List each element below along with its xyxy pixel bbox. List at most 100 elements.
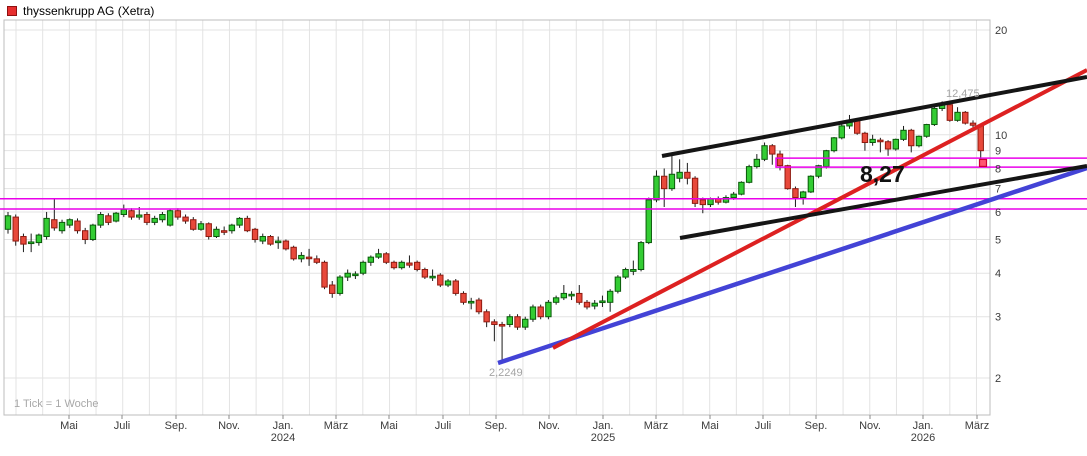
candle bbox=[715, 196, 722, 205]
candle bbox=[915, 135, 923, 148]
x-tick-label: Juli bbox=[755, 420, 772, 432]
candle bbox=[275, 236, 282, 249]
candle bbox=[552, 295, 560, 305]
y-tick-label: 20 bbox=[995, 25, 1007, 37]
candle bbox=[869, 134, 876, 146]
series-color-swatch-icon bbox=[7, 6, 17, 16]
candle bbox=[969, 120, 977, 128]
chart-legend: thyssenkrupp AG (Xetra) bbox=[7, 4, 154, 18]
candle bbox=[406, 255, 413, 268]
x-tick-label: Juli bbox=[114, 420, 131, 432]
candle bbox=[120, 204, 127, 218]
candle bbox=[352, 271, 359, 280]
candle bbox=[197, 221, 205, 231]
candle bbox=[267, 235, 274, 246]
x-tick-label: Nov. bbox=[218, 420, 240, 432]
candle bbox=[900, 125, 907, 141]
x-tick-year: 2026 bbox=[911, 432, 935, 444]
x-tick-label: Mai bbox=[60, 420, 78, 432]
candle bbox=[668, 154, 676, 191]
candle bbox=[545, 300, 552, 320]
candle bbox=[390, 260, 398, 270]
candle bbox=[614, 275, 622, 294]
candle bbox=[51, 198, 58, 231]
candle bbox=[460, 291, 467, 305]
candle bbox=[66, 218, 73, 228]
candle bbox=[630, 260, 637, 276]
trend-line-blue bbox=[497, 165, 1087, 366]
plot-border bbox=[3, 19, 991, 416]
candle bbox=[468, 297, 475, 310]
candle bbox=[413, 260, 421, 272]
grid bbox=[4, 20, 990, 415]
x-tick-label: Mai bbox=[701, 420, 719, 432]
candle bbox=[769, 144, 776, 165]
candle bbox=[753, 154, 761, 169]
candle bbox=[522, 316, 529, 330]
last-price-label: 8,27 bbox=[860, 161, 905, 187]
candle bbox=[282, 239, 290, 251]
candle bbox=[336, 275, 344, 296]
candle bbox=[977, 124, 984, 163]
channel-line-upper bbox=[661, 75, 1087, 158]
candle bbox=[622, 267, 629, 280]
candle bbox=[931, 107, 938, 126]
candle bbox=[190, 217, 197, 231]
candle bbox=[954, 107, 961, 122]
candle bbox=[761, 142, 768, 162]
chart-title: thyssenkrupp AG (Xetra) bbox=[23, 4, 155, 18]
candle bbox=[12, 214, 19, 246]
candle bbox=[838, 121, 845, 140]
candle bbox=[305, 248, 313, 266]
candle bbox=[375, 248, 382, 259]
candle bbox=[128, 208, 135, 220]
candle bbox=[298, 252, 305, 263]
candle bbox=[946, 103, 954, 122]
candle bbox=[151, 215, 158, 226]
candle bbox=[498, 321, 506, 362]
candle bbox=[290, 245, 297, 261]
trend-line-red bbox=[552, 68, 1087, 350]
candle bbox=[491, 319, 498, 342]
candle bbox=[877, 137, 884, 153]
x-tick-label: März bbox=[324, 420, 348, 432]
candle bbox=[799, 190, 807, 205]
candle bbox=[529, 304, 537, 322]
x-tick-label: Sep. bbox=[805, 420, 828, 432]
candle bbox=[159, 211, 166, 223]
candle bbox=[429, 269, 436, 281]
x-tick-label: Nov. bbox=[538, 420, 560, 432]
candle bbox=[591, 300, 598, 310]
y-tick-label: 10 bbox=[995, 130, 1007, 142]
candle bbox=[82, 227, 89, 245]
x-tick-label: März bbox=[644, 420, 668, 432]
candle bbox=[506, 314, 514, 328]
candle bbox=[514, 314, 521, 330]
support-resistance-levels bbox=[0, 197, 1087, 210]
candle bbox=[892, 138, 899, 151]
candle bbox=[58, 219, 66, 234]
x-tick-label: März bbox=[965, 420, 989, 432]
candle bbox=[251, 227, 259, 243]
candle bbox=[684, 162, 691, 185]
x-tick-year: 2024 bbox=[271, 432, 295, 444]
candle bbox=[228, 223, 236, 234]
candle bbox=[568, 291, 575, 301]
candlestick-series bbox=[4, 101, 984, 362]
low-price-label: 2,2249 bbox=[489, 367, 523, 379]
x-tick-year: 2025 bbox=[591, 432, 615, 444]
candle bbox=[861, 131, 869, 151]
candle bbox=[359, 260, 367, 276]
candle bbox=[383, 252, 390, 265]
candle bbox=[606, 289, 614, 312]
candle bbox=[691, 176, 699, 208]
candle bbox=[830, 137, 838, 153]
candle bbox=[27, 233, 35, 253]
candle bbox=[475, 297, 483, 315]
candle bbox=[421, 267, 429, 280]
high-price-label: 12,475 bbox=[946, 88, 980, 100]
candle bbox=[884, 140, 892, 156]
candle bbox=[745, 164, 753, 184]
